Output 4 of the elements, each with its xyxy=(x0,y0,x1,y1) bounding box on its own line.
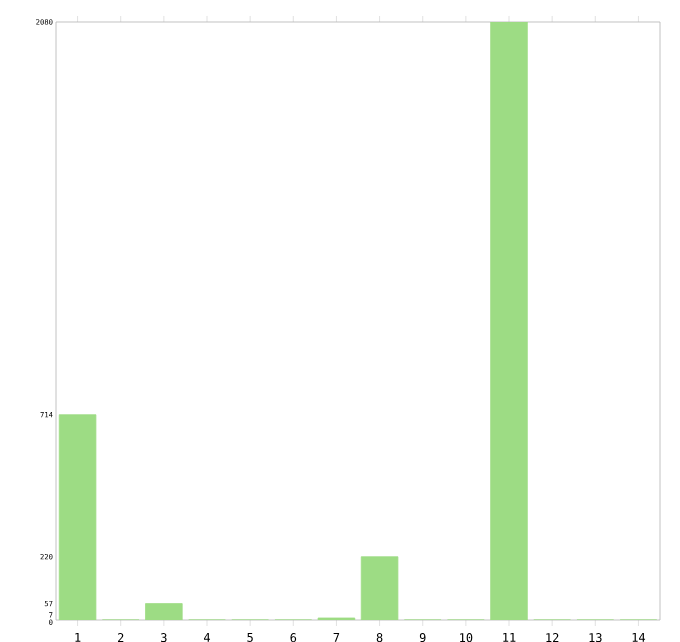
bar xyxy=(360,556,399,620)
bar xyxy=(58,414,97,620)
bar xyxy=(145,603,183,620)
bar xyxy=(490,21,528,620)
